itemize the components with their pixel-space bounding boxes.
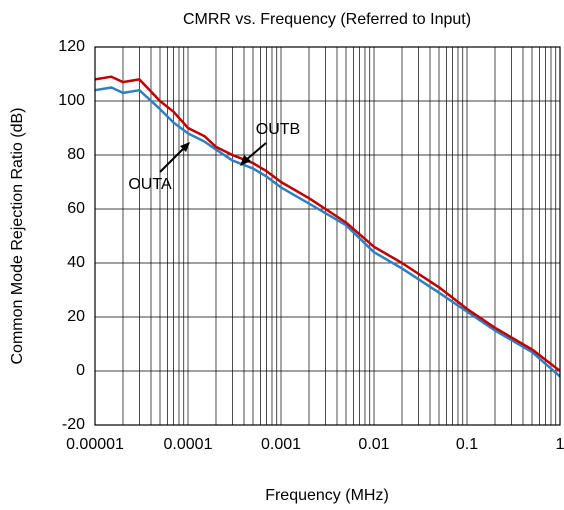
y-tick-label: 0: [76, 362, 85, 379]
arrow: [159, 147, 185, 173]
arrow: [245, 142, 267, 161]
x-tick-label: 1: [556, 436, 564, 453]
x-tick-label: 0.001: [261, 436, 301, 453]
y-tick-label: 80: [67, 146, 85, 163]
arrowhead: [240, 155, 251, 166]
y-axis-label: Common Mode Rejection Ratio (dB): [9, 108, 26, 365]
y-tick-label: 20: [67, 308, 85, 325]
y-tick-label: 40: [67, 254, 85, 271]
y-tick-label: 60: [67, 200, 85, 217]
x-tick-label: 0.01: [358, 436, 389, 453]
y-tick-label: 120: [58, 38, 85, 55]
series-line: [94, 86, 561, 378]
x-tick-label: 0.00001: [66, 436, 124, 453]
y-tick-label: 100: [58, 92, 85, 109]
series-line: [94, 75, 561, 372]
series-label: OUTB: [256, 121, 300, 138]
plot-area: [94, 46, 561, 426]
x-tick-label: 0.1: [456, 436, 478, 453]
series-label: OUTA: [128, 176, 172, 193]
arrowhead: [180, 142, 190, 152]
y-tick-label: -20: [62, 416, 85, 433]
x-axis-label: Frequency (MHz): [265, 487, 389, 504]
plot-border: [94, 46, 561, 426]
x-tick-label: 0.0001: [164, 436, 213, 453]
chart-title: CMRR vs. Frequency (Referred to Input): [183, 11, 471, 28]
